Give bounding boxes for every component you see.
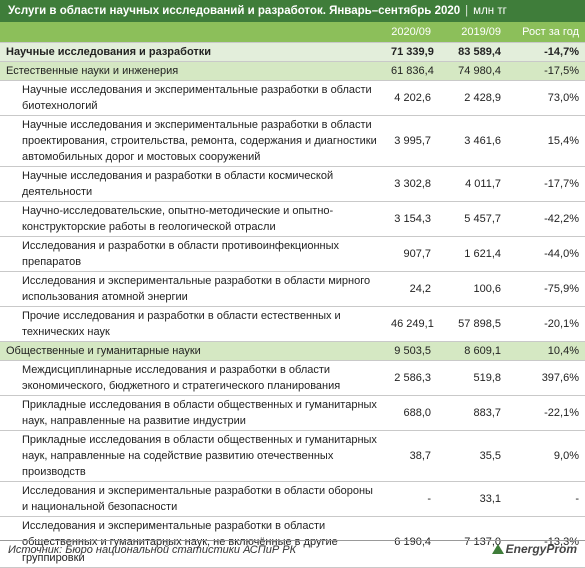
cell-value: 74 980,4 (437, 61, 507, 81)
cell-value: -17,5% (507, 61, 585, 81)
row-label: Прикладные исследования в области общест… (0, 395, 385, 431)
cell-value: 38,7 (385, 430, 437, 482)
item-row: Научные исследования и экспериментальные… (0, 115, 585, 167)
item-row: Исследования и экспериментальные разрабо… (0, 271, 585, 307)
logo-icon (491, 544, 504, 554)
cell-value: -42,2% (507, 201, 585, 237)
cell-value: 15,4% (507, 115, 585, 167)
cell-value: 4 011,7 (437, 166, 507, 202)
cell-value: 3 461,6 (437, 115, 507, 167)
item-row: Научно-исследовательские, опытно-методич… (0, 201, 585, 237)
cell-value: -20,1% (507, 306, 585, 342)
column-header: Рост за год (507, 22, 585, 43)
cell-value: 2 428,9 (437, 80, 507, 116)
footer: Источник: Бюро национальной статистики А… (0, 540, 585, 562)
row-label: Научно-исследовательские, опытно-методич… (0, 201, 385, 237)
separator: | (465, 5, 469, 17)
cell-value: 688,0 (385, 395, 437, 431)
cell-value: 73,0% (507, 80, 585, 116)
cell-value: 71 339,9 (385, 42, 437, 62)
row-label: Естественные науки и инженерия (0, 61, 385, 81)
cell-value: 3 154,3 (385, 201, 437, 237)
row-label: Междисциплинарные исследования и разрабо… (0, 360, 385, 396)
cell-value: 907,7 (385, 236, 437, 272)
cell-value: 8 609,1 (437, 341, 507, 361)
row-label: Научные исследования и экспериментальные… (0, 115, 385, 167)
cell-value: 61 836,4 (385, 61, 437, 81)
row-label: Исследования и экспериментальные разрабо… (0, 481, 385, 517)
item-row: Междисциплинарные исследования и разрабо… (0, 360, 585, 396)
cell-value: 24,2 (385, 271, 437, 307)
cell-value: -17,7% (507, 166, 585, 202)
cell-value: -44,0% (507, 236, 585, 272)
item-row: Исследования и разработки в области прот… (0, 236, 585, 272)
cell-value: 10,4% (507, 341, 585, 361)
cell-value: 46 249,1 (385, 306, 437, 342)
cell-value: 33,1 (437, 481, 507, 517)
cell-value: 4 202,6 (385, 80, 437, 116)
item-row: Научные исследования и экспериментальные… (0, 80, 585, 116)
cell-value: 519,8 (437, 360, 507, 396)
cell-value: -13,3% (507, 516, 585, 568)
item-row: Исследования и экспериментальные разрабо… (0, 516, 585, 568)
title-bar: Услуги в области научных исследований и … (0, 0, 585, 22)
cell-value: 83 589,4 (437, 42, 507, 62)
row-label: Прочие исследования и разработки в облас… (0, 306, 385, 342)
logo-text: EnergyProm (505, 542, 577, 556)
section-row: Общественные и гуманитарные науки 9 503,5… (0, 341, 585, 361)
cell-value: 57 898,5 (437, 306, 507, 342)
source: Источник: Бюро национальной статистики А… (8, 544, 297, 556)
cell-value: 883,7 (437, 395, 507, 431)
unit: млн тг (473, 5, 507, 17)
cell-value: 9 503,5 (385, 341, 437, 361)
title: Услуги в области научных исследований и … (8, 5, 461, 17)
section-row: Естественные науки и инженерия 61 836,4 74… (0, 61, 585, 81)
item-row: Прикладные исследования в области общест… (0, 395, 585, 431)
row-label: Научные исследования и разработки (0, 42, 385, 62)
total-row: Научные исследования и разработки 71 339,… (0, 42, 585, 62)
item-row: Прикладные исследования в области общест… (0, 430, 585, 482)
cell-value: 1 621,4 (437, 236, 507, 272)
cell-value: 100,6 (437, 271, 507, 307)
header-cell (0, 22, 385, 43)
row-label: Научные исследования и экспериментальные… (0, 80, 385, 116)
column-header: 2020/09 (385, 22, 437, 43)
cell-value: -14,7% (507, 42, 585, 62)
cell-value: 35,5 (437, 430, 507, 482)
column-header: 2019/09 (437, 22, 507, 43)
cell-value: 3 302,8 (385, 166, 437, 202)
cell-value: -22,1% (507, 395, 585, 431)
logo: EnergyProm (490, 542, 577, 556)
cell-value: 397,6% (507, 360, 585, 396)
cell-value: - (507, 481, 585, 517)
cell-value: - (385, 481, 437, 517)
header-row: 2020/09 2019/09 Рост за год (0, 22, 585, 43)
item-row: Научные исследования и разработки в обла… (0, 166, 585, 202)
row-label: Научные исследования и разработки в обла… (0, 166, 385, 202)
cell-value: 9,0% (507, 430, 585, 482)
cell-value: 5 457,7 (437, 201, 507, 237)
table-body: Научные исследования и разработки 71 339,… (0, 42, 585, 568)
row-label: Прикладные исследования в области общест… (0, 430, 385, 482)
row-label: Исследования и экспериментальные разрабо… (0, 516, 385, 568)
row-label: Общественные и гуманитарные науки (0, 341, 385, 361)
cell-value: -75,9% (507, 271, 585, 307)
row-label: Исследования и разработки в области прот… (0, 236, 385, 272)
cell-value: 3 995,7 (385, 115, 437, 167)
row-label: Исследования и экспериментальные разрабо… (0, 271, 385, 307)
cell-value: 6 190,4 (385, 516, 437, 568)
item-row: Исследования и экспериментальные разрабо… (0, 481, 585, 517)
cell-value: 2 586,3 (385, 360, 437, 396)
data-table: 2020/09 2019/09 Рост за год Научные исслед… (0, 22, 585, 568)
item-row: Прочие исследования и разработки в облас… (0, 306, 585, 342)
